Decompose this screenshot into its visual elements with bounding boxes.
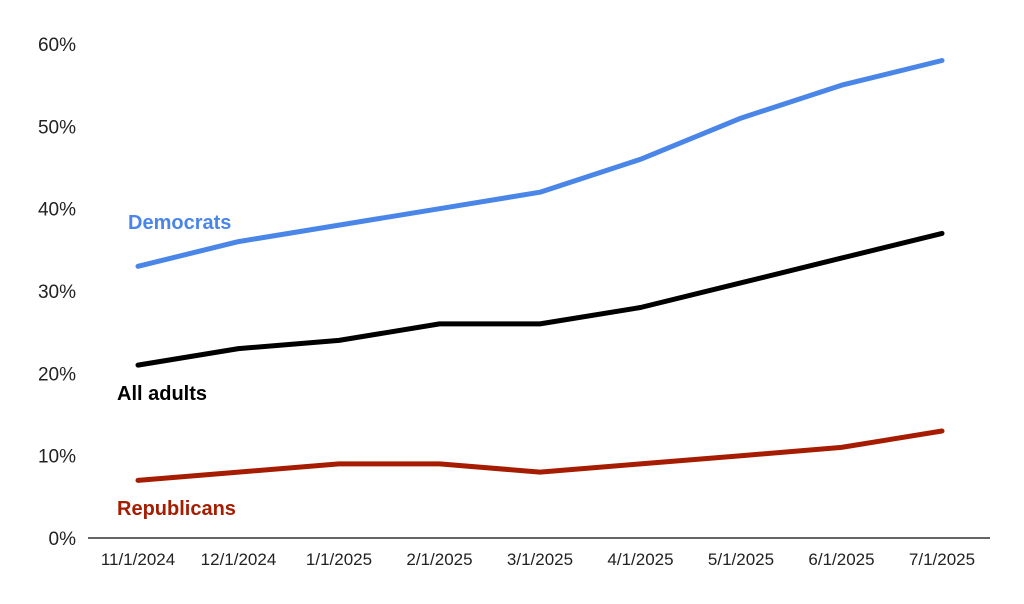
y-tick-label: 0% (49, 529, 77, 550)
series-label-all-adults: All adults (117, 383, 207, 405)
x-tick-label: 3/1/2025 (507, 550, 573, 569)
series-label-democrats: Democrats (128, 212, 231, 234)
y-tick-label: 50% (38, 117, 76, 138)
x-tick-label: 6/1/2025 (808, 550, 874, 569)
x-axis: 11/1/2024 12/1/2024 1/1/2025 2/1/2025 3/1/20… (88, 537, 990, 569)
x-tick-label: 2/1/2025 (406, 550, 472, 569)
x-tick-label: 12/1/2024 (201, 550, 277, 569)
series-line-all-adults (135, 230, 945, 368)
y-tick-label: 60% (38, 35, 76, 56)
x-tick-label: 11/1/2024 (101, 550, 175, 569)
y-tick-label: 10% (38, 447, 76, 468)
x-tick-label: 5/1/2025 (708, 550, 774, 569)
x-tick-label: 1/1/2025 (306, 550, 372, 569)
series-line-republicans (135, 428, 945, 483)
y-tick-label: 40% (38, 200, 76, 221)
x-tick-label: 7/1/2025 (909, 550, 975, 569)
y-axis: 0% 10% 20% 30% 40% 50% 60% (38, 35, 76, 550)
y-tick-label: 30% (38, 282, 76, 303)
series-labels: Democrats All adults Republicans (117, 212, 236, 520)
series-lines (135, 58, 945, 483)
series-label-republicans: Republicans (117, 498, 236, 520)
y-tick-label: 20% (38, 364, 76, 385)
series-line-democrats (135, 58, 945, 269)
x-tick-label: 4/1/2025 (607, 550, 673, 569)
